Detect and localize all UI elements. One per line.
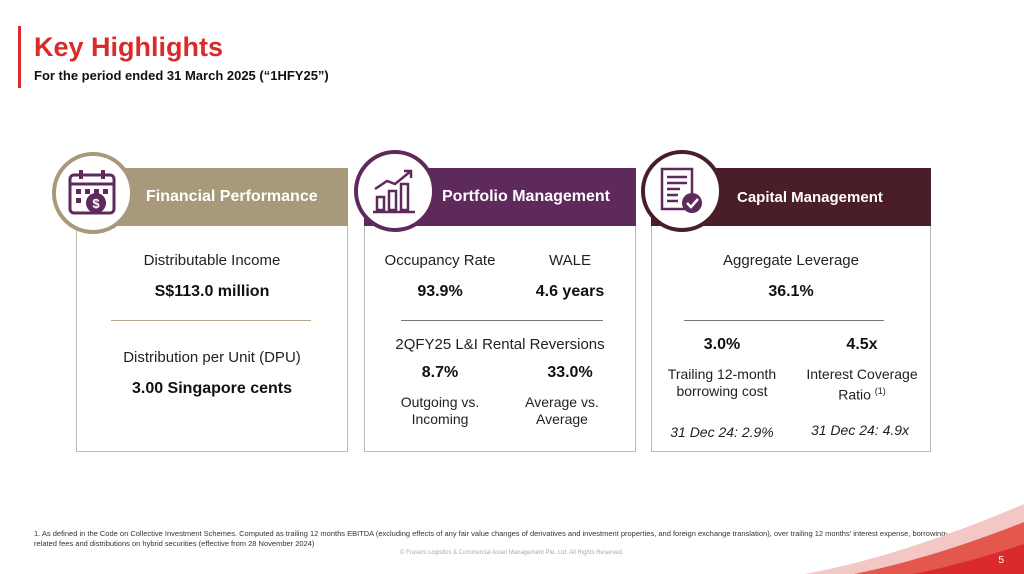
distributable-income-value: S$113.0 million: [154, 283, 270, 300]
interest-coverage-value: 4.5x: [846, 336, 878, 353]
portfolio-divider: [401, 320, 603, 321]
aggregate-leverage-value: 36.1%: [768, 283, 814, 300]
calendar-dollar-icon: $: [68, 170, 116, 215]
title-accent-bar: [18, 26, 21, 88]
svg-text:$: $: [92, 196, 100, 211]
footnote-marker: (1): [874, 386, 886, 396]
borrowing-cost-prior: 31 Dec 24: 2.9%: [670, 424, 774, 440]
wale-label: WALE: [549, 252, 591, 269]
rental-reversions-title: 2QFY25 L&I Rental Reversions: [395, 336, 605, 353]
aggregate-leverage-label: Aggregate Leverage: [723, 252, 859, 269]
copyright-text: © Frasers Logistics & Commercial Asset M…: [400, 550, 624, 556]
footer-brand-swoosh: [804, 504, 1024, 574]
financial-divider: [111, 320, 311, 321]
interest-coverage-ratio-text: Ratio: [838, 386, 871, 403]
page-subtitle: For the period ended 31 March 2025 (“1HF…: [34, 68, 329, 83]
borrowing-cost-desc-line2: borrowing cost: [676, 383, 768, 399]
reversion-outgoing-value: 8.7%: [421, 364, 459, 381]
distributable-income-label: Distributable Income: [143, 252, 281, 269]
borrowing-cost-value: 3.0%: [703, 336, 741, 353]
occupancy-rate-value: 93.9%: [417, 283, 463, 300]
interest-coverage-prior: 31 Dec 24: 4.9x: [810, 422, 910, 438]
portfolio-management-title: Portfolio Management: [442, 188, 611, 205]
interest-coverage-desc-line1: Interest Coverage: [806, 366, 918, 382]
capital-divider: [684, 320, 884, 321]
capital-management-title: Capital Management: [737, 188, 883, 206]
interest-coverage-desc-line2: Ratio (1): [797, 383, 927, 404]
borrowing-cost-desc-line1: Trailing 12-month: [667, 366, 777, 382]
page-number: 5: [998, 555, 1004, 566]
financial-icon-badge: $: [52, 152, 134, 234]
reversion-outgoing-desc-line1: Outgoing vs.: [400, 394, 480, 410]
reversion-outgoing-desc-line2: Incoming: [411, 411, 469, 427]
bar-chart-growth-icon: [373, 169, 415, 214]
occupancy-rate-label: Occupancy Rate: [384, 252, 496, 269]
financial-performance-title: Financial Performance: [146, 188, 318, 205]
reversion-average-value: 33.0%: [547, 364, 593, 381]
reversion-average-desc-line1: Average vs.: [525, 394, 599, 410]
portfolio-management-card: Portfolio Management Occupancy Rate 93.9…: [364, 168, 636, 452]
reversion-average-desc-line2: Average: [536, 411, 588, 427]
dpu-value: 3.00 Singapore cents: [131, 380, 293, 397]
footnote-text: 1. As defined in the Code on Collective …: [34, 529, 948, 548]
portfolio-icon-badge: [354, 150, 436, 232]
page-title: Key Highlights: [34, 32, 224, 62]
wale-value: 4.6 years: [535, 283, 605, 300]
capital-icon-badge: [641, 150, 723, 232]
dpu-label: Distribution per Unit (DPU): [123, 349, 301, 366]
document-check-icon: [660, 167, 702, 213]
